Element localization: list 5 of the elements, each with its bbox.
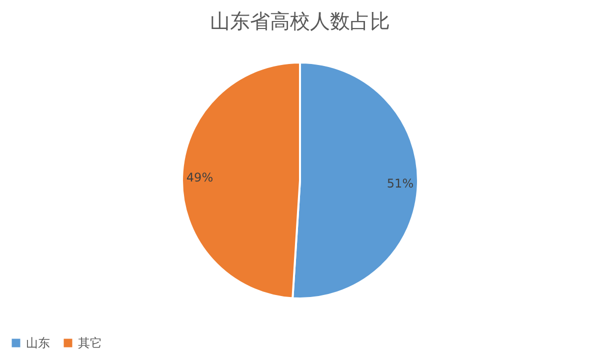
legend-label: 其它 [78, 336, 102, 350]
data-label: 51% [386, 176, 414, 191]
chart-title: 山东省高校人数占比 [210, 9, 390, 33]
data-label: 49% [186, 170, 214, 184]
legend-label: 山东 [26, 336, 50, 350]
